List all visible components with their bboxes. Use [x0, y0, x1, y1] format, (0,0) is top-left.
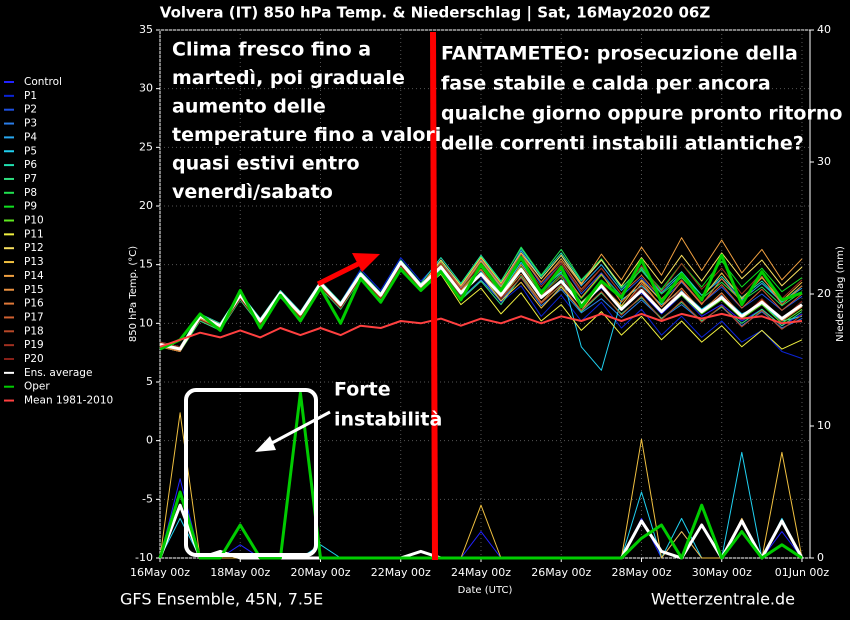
legend-label: P8: [24, 187, 37, 199]
temp-line: [159, 312, 803, 348]
legend-label: P6: [24, 159, 37, 171]
arrow-up: [316, 260, 362, 287]
legend-label: P14: [24, 270, 44, 282]
y2-tick-label: 30: [817, 155, 831, 168]
chart-title: Volvera (IT) 850 hPa Temp. & Niederschla…: [160, 4, 711, 23]
annotation-text: qualche giorno oppure pronto ritorno: [441, 103, 842, 125]
forecast-marker: [430, 31, 438, 561]
x-tick-label: 22May 00z: [371, 566, 431, 579]
legend-label: P1: [24, 90, 37, 102]
annotation-text: martedì, poi graduale: [172, 67, 405, 89]
y2-axis-label: Niederschlag (mm): [835, 246, 846, 342]
footer-site: Wetterzentrale.de: [651, 590, 795, 609]
legend-label: Mean 1981-2010: [24, 395, 113, 407]
legend-label: P4: [24, 131, 37, 143]
legend-label: Control: [24, 76, 62, 88]
annotation-text: Clima fresco fino a: [172, 39, 371, 61]
legend-label: P20: [24, 353, 44, 365]
y-tick-label: 35: [139, 23, 153, 36]
x-axis-label: Date (UTC): [458, 585, 513, 596]
y2-tick-label: 0: [817, 551, 824, 564]
legend-label: P9: [24, 201, 37, 213]
x-tick-label: 30May 00z: [692, 566, 752, 579]
annotation-text: fase stabile e calda per ancora: [441, 73, 771, 95]
temp-line: [159, 260, 803, 351]
legend-label: P5: [24, 145, 37, 157]
arrow-down-head: [255, 436, 276, 452]
legend-label: P2: [24, 104, 37, 116]
legend-label: P16: [24, 298, 44, 310]
arrow-up-head: [352, 253, 380, 272]
y2-tick-label: 40: [817, 23, 831, 36]
annotation-text: quasi estivi entro: [172, 153, 360, 175]
annotation-text: delle correnti instabili atlantiche?: [441, 133, 804, 155]
y2-tick-label: 20: [817, 287, 831, 300]
footer-source: GFS Ensemble, 45N, 7.5E: [120, 590, 323, 609]
annotation-text: instabilità: [334, 409, 442, 431]
legend-label: Ens. average: [24, 367, 92, 379]
y-tick-label: 15: [139, 258, 153, 271]
y-tick-label: 20: [139, 199, 153, 212]
legend-label: P11: [24, 228, 44, 240]
legend-label: P7: [24, 173, 37, 185]
x-tick-label: 24May 00z: [451, 566, 511, 579]
y-tick-label: -5: [142, 492, 153, 505]
legend-label: P15: [24, 284, 44, 296]
annotation-text: venerdì/sabato: [172, 181, 333, 203]
annotation-text: temperature fino a valori: [172, 124, 441, 146]
annotation-text: Forte: [334, 379, 391, 401]
legend-label: Oper: [24, 381, 50, 393]
legend-label: P3: [24, 118, 37, 130]
legend-label: P10: [24, 215, 44, 227]
y-tick-label: 5: [146, 375, 153, 388]
x-tick-label: 01Jun 00z: [775, 566, 830, 579]
x-tick-label: 26May 00z: [531, 566, 591, 579]
legend-label: P18: [24, 325, 44, 337]
y-tick-label: 0: [146, 434, 153, 447]
x-tick-label: 16May 00z: [130, 566, 190, 579]
highlight-box: [184, 388, 318, 557]
legend-label: P19: [24, 339, 44, 351]
x-tick-label: 18May 00z: [210, 566, 270, 579]
plot-area: -10 -5 0 5 10 15 20 25 30 35 0 10 20 30 40 16May 00z 18M…: [130, 23, 831, 579]
y-axis-label: 850 hPa Temp. (°C): [128, 246, 139, 342]
arrow-down: [269, 410, 331, 446]
annotation-text: FANTAMETEO: prosecuzione della: [441, 43, 798, 65]
x-tick-label: 20May 00z: [290, 566, 350, 579]
y-tick-label: 10: [139, 316, 153, 329]
precip-line: [158, 391, 803, 560]
temp-line: [159, 253, 803, 351]
x-tick-label: 28May 00z: [611, 566, 671, 579]
legend-label: P17: [24, 311, 44, 323]
annotation-text: aumento delle: [172, 96, 326, 118]
y-tick-label: -10: [135, 551, 153, 564]
y2-tick-label: 10: [817, 419, 831, 432]
legend-label: P13: [24, 256, 44, 268]
y-tick-label: 30: [139, 82, 153, 95]
legend-label: P12: [24, 242, 44, 254]
y-tick-label: 25: [139, 140, 153, 153]
